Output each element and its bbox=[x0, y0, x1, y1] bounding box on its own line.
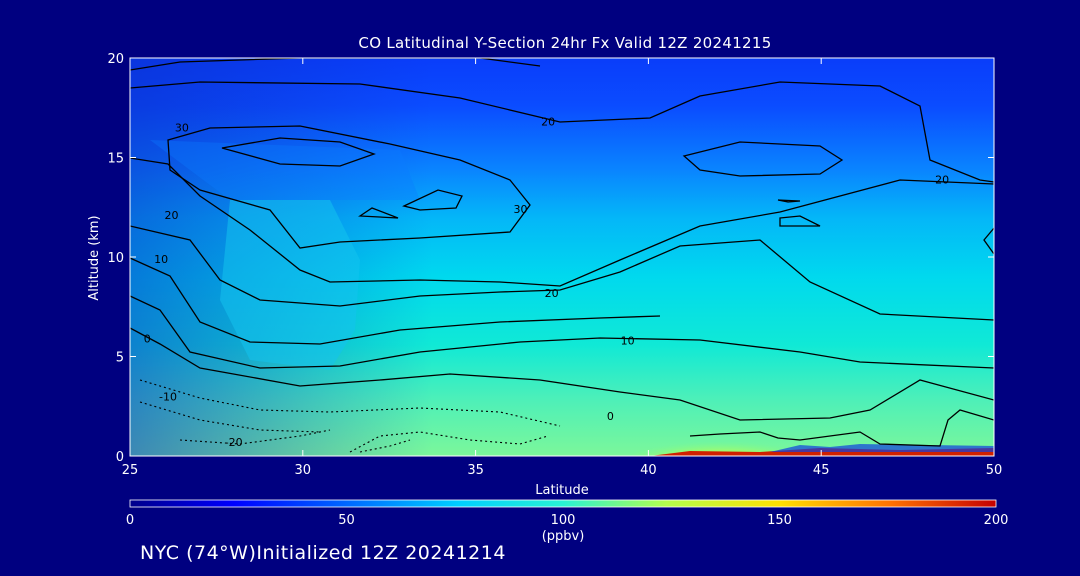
contour-line bbox=[779, 215, 821, 227]
contour-line-0 bbox=[130, 327, 994, 421]
field-blob-midlat bbox=[220, 200, 360, 370]
contour-label: 20 bbox=[545, 287, 559, 300]
contour-label: 20 bbox=[935, 173, 949, 186]
contour-line bbox=[221, 137, 376, 167]
y-tick-label: 5 bbox=[116, 351, 124, 366]
x-tick-label: 30 bbox=[295, 463, 312, 478]
contour-label: -10 bbox=[159, 390, 177, 403]
x-tick-label: 25 bbox=[122, 463, 139, 478]
contour-line-negative bbox=[139, 401, 321, 433]
chart-title: CO Latitudinal Y-Section 24hr Fx Valid 1… bbox=[358, 34, 772, 52]
colorbar-unit: (ppbv) bbox=[542, 529, 585, 544]
x-tick-label: 40 bbox=[640, 463, 657, 478]
contour-line bbox=[402, 189, 463, 211]
x-tick-label: 50 bbox=[986, 463, 1003, 478]
contour-line bbox=[682, 141, 844, 177]
contour-line bbox=[983, 227, 994, 255]
contour-label: 10 bbox=[621, 335, 635, 348]
contour-label: 20 bbox=[164, 209, 178, 222]
contour-line bbox=[130, 81, 994, 183]
contour-label: 10 bbox=[154, 253, 168, 266]
contour-line-10 bbox=[130, 225, 994, 321]
contour-line bbox=[777, 199, 801, 203]
contour-line-20 bbox=[130, 157, 994, 287]
contour-line bbox=[689, 409, 994, 447]
y-tick-label: 0 bbox=[116, 450, 124, 465]
contour-line-negative bbox=[179, 429, 331, 445]
contour-line-negative bbox=[359, 439, 411, 453]
field-blob-upper bbox=[150, 140, 420, 200]
contour-label: 0 bbox=[607, 410, 614, 423]
colorbar-tick-label: 0 bbox=[126, 513, 134, 528]
contour-label: 30 bbox=[175, 122, 189, 135]
y-tick-label: 10 bbox=[107, 251, 124, 266]
colorbar-tick-label: 150 bbox=[767, 513, 792, 528]
x-axis-label: Latitude bbox=[535, 483, 589, 498]
y-axis-label: Altitude (km) bbox=[87, 215, 102, 300]
footer-text: NYC (74°W)Initialized 12Z 20241214 bbox=[140, 542, 506, 564]
contour-label: 30 bbox=[514, 203, 528, 216]
contour-line bbox=[130, 58, 541, 71]
contour-line bbox=[130, 295, 994, 369]
colorbar-tick-label: 100 bbox=[551, 513, 576, 528]
x-tick-label: 35 bbox=[467, 463, 484, 478]
colorbar-tick-label: 50 bbox=[338, 513, 355, 528]
x-tick-label: 45 bbox=[813, 463, 830, 478]
contour-line bbox=[130, 257, 661, 345]
contour-label: 20 bbox=[541, 116, 555, 129]
contour-line bbox=[358, 207, 399, 219]
colorbar bbox=[129, 499, 997, 508]
contour-label: 0 bbox=[144, 333, 151, 346]
colorbar-tick-label: 200 bbox=[984, 513, 1009, 528]
y-tick-label: 20 bbox=[107, 52, 124, 67]
contour-line-30 bbox=[167, 125, 531, 249]
field-hotspot-surface bbox=[630, 428, 810, 456]
y-tick-label: 15 bbox=[107, 152, 124, 167]
contour-label: -20 bbox=[225, 436, 243, 449]
